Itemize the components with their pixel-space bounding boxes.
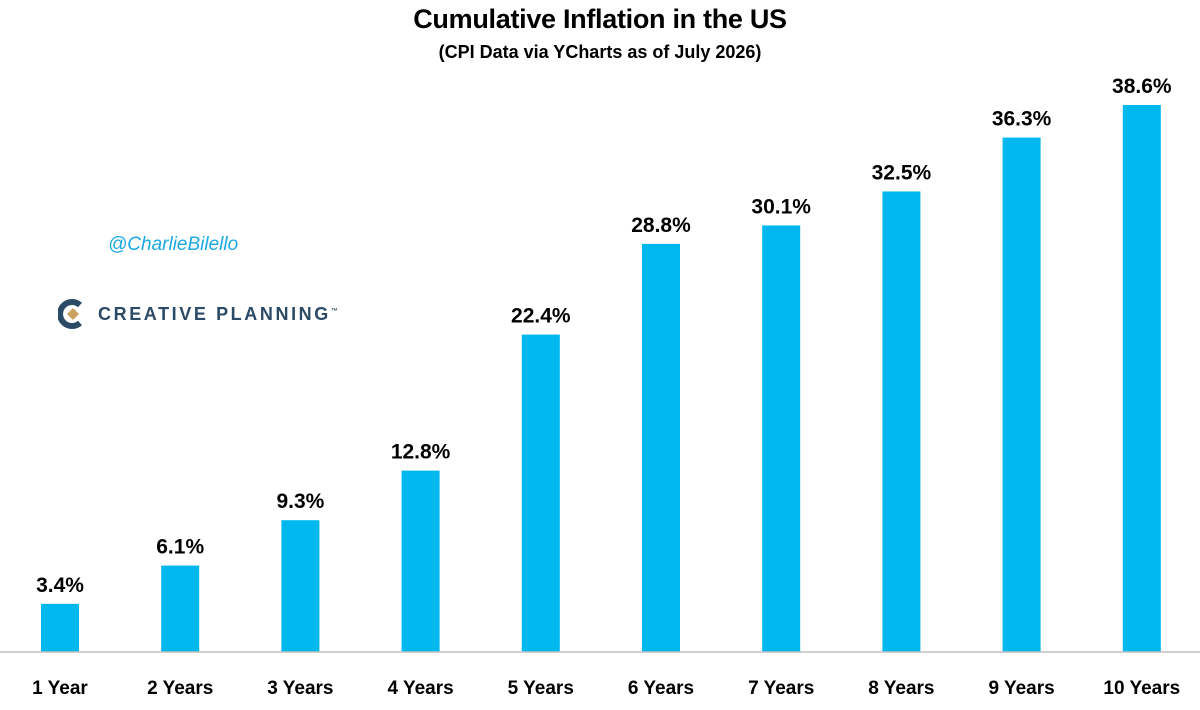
x-tick-label-3: 3 Years [267, 678, 333, 699]
bar-1 [41, 603, 79, 652]
data-label-6: 28.8% [631, 214, 691, 237]
bar-9 [1002, 137, 1041, 652]
brand-name: CREATIVE PLANNING™ [98, 303, 341, 324]
bar-2 [161, 565, 200, 652]
data-labels-group: 3.4% 6.1% 9.3% 12.8% 22.4% 28.8% 30.1% 32.5% 36.… [36, 75, 1172, 597]
data-label-5: 22.4% [511, 305, 571, 328]
data-label-3: 9.3% [276, 490, 324, 513]
data-label-8: 32.5% [872, 161, 932, 184]
bar-6 [642, 243, 680, 652]
bar-5 [521, 334, 560, 652]
x-tick-label-10: 10 Years [1103, 678, 1180, 699]
x-tick-label-1: 1 Year [32, 678, 88, 699]
creative-planning-logo: CREATIVE PLANNING™ [58, 298, 340, 330]
chart-title: Cumulative Inflation in the US [413, 4, 787, 34]
data-label-2: 6.1% [156, 536, 204, 559]
data-label-7: 30.1% [751, 195, 811, 218]
data-label-1: 3.4% [36, 574, 84, 597]
bar-7 [762, 225, 801, 652]
bar-10 [1122, 105, 1161, 652]
author-handle: @CharlieBilello [108, 234, 239, 255]
chart-subtitle: (CPI Data via YCharts as of July 2026) [438, 42, 762, 62]
x-tick-label-4: 4 Years [387, 678, 453, 699]
bar-3 [281, 520, 320, 652]
x-tick-label-6: 6 Years [628, 678, 694, 699]
bar-8 [882, 191, 921, 653]
x-tick-label-8: 8 Years [868, 678, 934, 699]
data-label-10: 38.6% [1112, 75, 1172, 98]
data-label-9: 36.3% [992, 108, 1052, 131]
creative-planning-logo-icon [58, 299, 82, 329]
x-tick-label-2: 2 Years [147, 678, 213, 699]
x-tick-labels-group: 1 Year 2 Years 3 Years 4 Years 5 Years 6 Year… [32, 678, 1180, 699]
x-tick-label-7: 7 Years [748, 678, 814, 699]
bars-group [41, 105, 1161, 653]
data-label-4: 12.8% [391, 441, 451, 464]
x-tick-label-9: 9 Years [988, 678, 1054, 699]
bar-4 [401, 470, 440, 652]
x-tick-label-5: 5 Years [508, 678, 574, 699]
